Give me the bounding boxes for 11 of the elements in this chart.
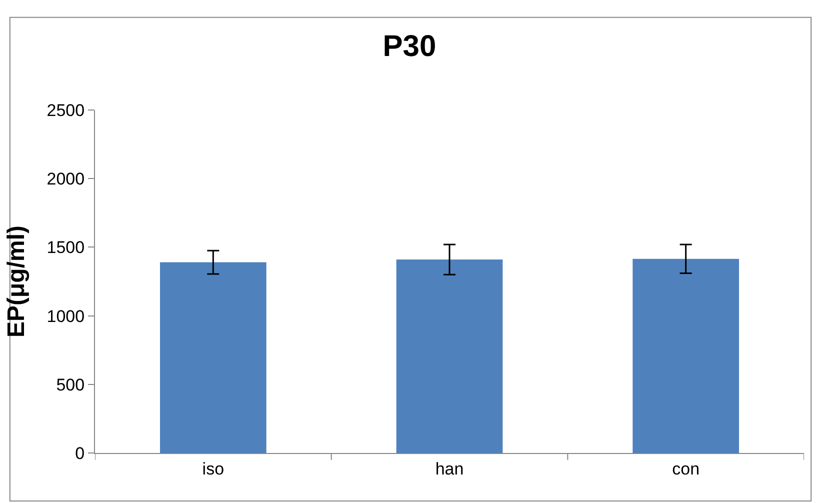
y-tick-label: 2000	[46, 170, 85, 189]
y-tick-label: 0	[75, 444, 85, 463]
y-axis-title: EP(μg/ml)	[2, 225, 30, 338]
chart-title: P30	[382, 30, 436, 64]
y-tick-label: 1000	[46, 306, 85, 326]
y-tick-label: 500	[56, 375, 85, 394]
x-tick-label: han	[435, 459, 464, 478]
y-tick-label: 2500	[46, 100, 85, 120]
y-tick-label: 1500	[46, 238, 85, 258]
x-tick-label: iso	[202, 459, 224, 478]
x-tick-label: con	[672, 459, 700, 478]
